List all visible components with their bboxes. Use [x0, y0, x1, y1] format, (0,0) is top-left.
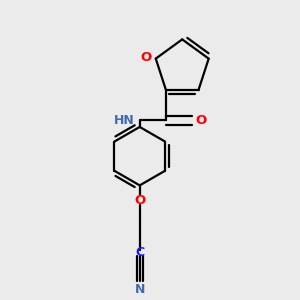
Text: O: O [196, 114, 207, 127]
Text: O: O [134, 194, 145, 207]
Text: O: O [140, 51, 151, 64]
Text: C: C [135, 246, 144, 259]
Text: N: N [134, 283, 145, 296]
Text: HN: HN [114, 114, 135, 127]
